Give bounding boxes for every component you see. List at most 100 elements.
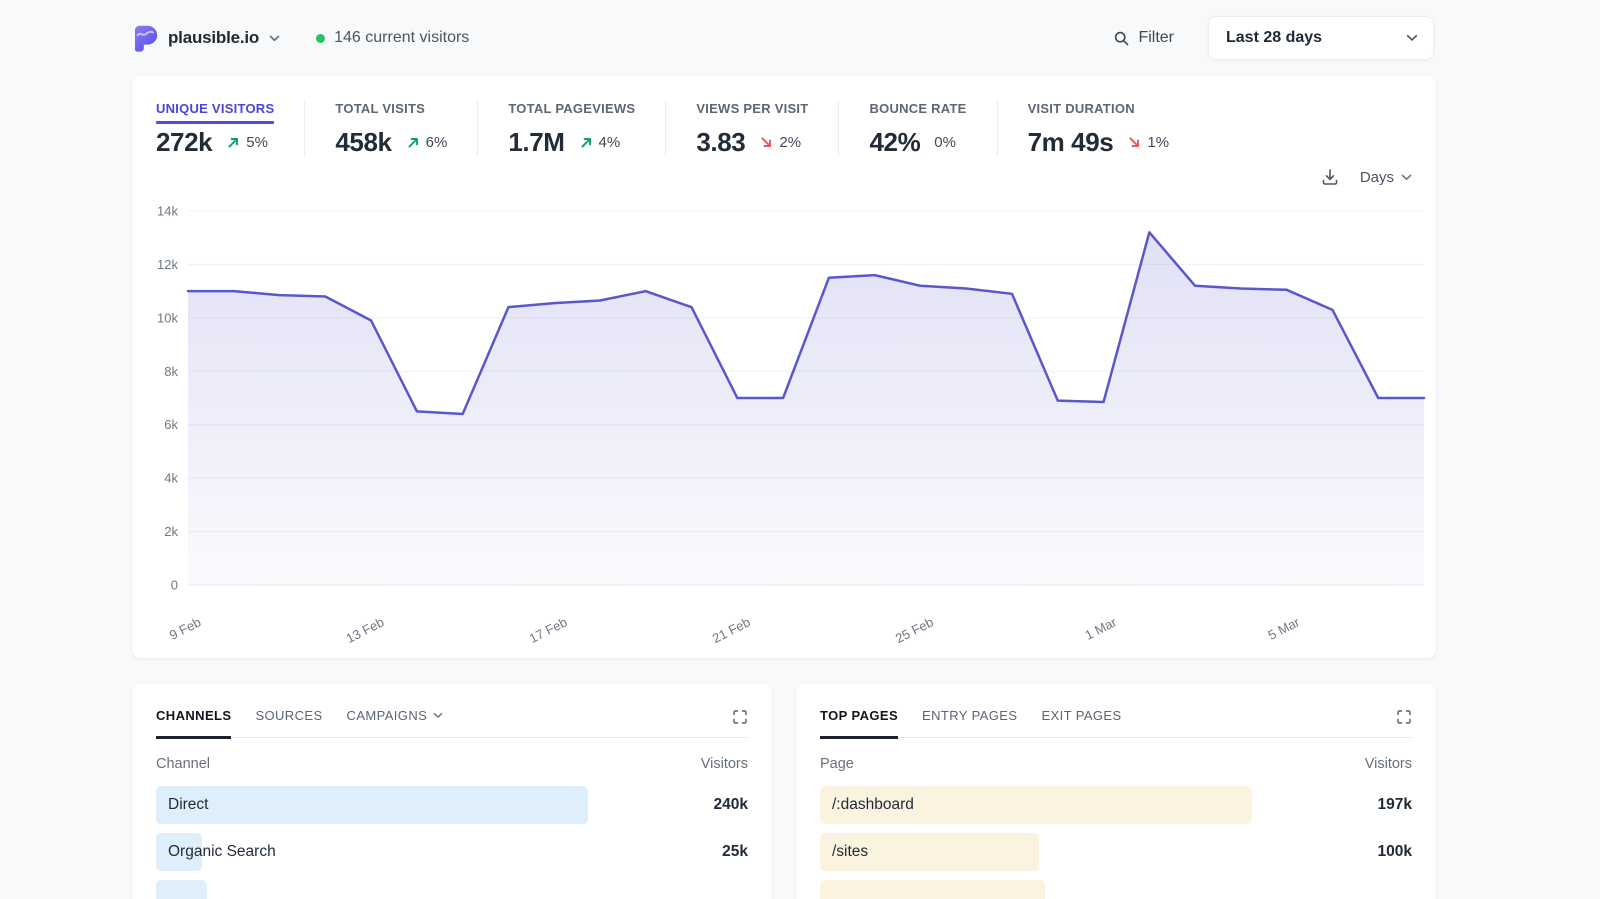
plausible-logo-icon (134, 25, 158, 52)
pages-table: /:dashboard 197k /sites 100k (820, 786, 1412, 899)
x-tick-label: 5 Mar (1266, 614, 1303, 643)
stat-value: 42% (869, 126, 921, 157)
x-tick-label: 17 Feb (527, 614, 570, 645)
date-range-select[interactable]: Last 28 days (1208, 16, 1434, 60)
row-bar (156, 833, 203, 871)
dashboard-page: plausible.io 146 current visitors Filter… (132, 16, 1436, 899)
table-row[interactable]: Organic Search 25k (156, 833, 748, 871)
current-visitors-label: 146 current visitors (334, 29, 470, 46)
y-tick-label: 8k (164, 364, 178, 379)
pages-tabs: TOP PAGES ENTRY PAGES EXIT PAGES (820, 708, 1412, 739)
channels-table: Direct 240k Organic Search 25k (156, 786, 748, 899)
y-tick-label: 0 (171, 578, 178, 593)
tab-sources[interactable]: SOURCES (255, 708, 322, 739)
site-picker[interactable]: plausible.io (134, 25, 280, 52)
tab-top-pages[interactable]: TOP PAGES (820, 708, 899, 739)
channels-table-header: Channel Visitors (156, 756, 748, 772)
interval-select[interactable]: Days (1360, 169, 1412, 186)
table-row[interactable]: /:dashboard 197k (820, 786, 1412, 824)
stat-change-pct: 0% (934, 133, 956, 151)
chart-controls: Days (156, 165, 1412, 189)
table-row[interactable]: /sites 100k (820, 833, 1412, 871)
stat-change: 0% (934, 134, 956, 151)
table-row-partial[interactable] (156, 880, 748, 899)
stat-label: BOUNCE RATE (869, 101, 967, 116)
stat-bounce-rate[interactable]: BOUNCE RATE 42% 0% (838, 101, 996, 157)
column-header: Visitors (1364, 756, 1412, 772)
expand-icon[interactable] (1396, 709, 1412, 737)
stat-label: VISIT DURATION (1027, 101, 1135, 116)
channels-card: CHANNELS SOURCES CAMPAIGNS Channel Visit… (132, 684, 772, 899)
stat-change-pct: 4% (598, 133, 621, 151)
stat-visit-duration[interactable]: VISIT DURATION 7m 49s 1% (996, 101, 1199, 157)
filter-button[interactable]: Filter (1113, 29, 1174, 47)
stat-value: 3.83 (696, 126, 746, 157)
stat-views-per-visit[interactable]: VIEWS PER VISIT 3.83 2% (665, 101, 838, 157)
stat-change: 4% (579, 133, 621, 151)
stat-total-pageviews[interactable]: TOTAL PAGEVIEWS 1.7M 4% (477, 101, 665, 157)
row-bar (820, 786, 1253, 824)
stat-value: 1.7M (508, 126, 565, 157)
stat-change-pct: 6% (425, 133, 448, 151)
stat-value: 7m 49s (1027, 126, 1114, 157)
chevron-down-icon (269, 35, 280, 42)
column-header: Channel (156, 756, 211, 772)
stat-change-pct: 5% (246, 133, 268, 151)
x-tick-label: 9 Feb (167, 614, 203, 642)
stat-value: 458k (335, 126, 392, 157)
chart-area (188, 232, 1424, 585)
row-name[interactable]: Direct (168, 796, 209, 813)
row-value: 100k (1377, 843, 1412, 860)
breakdown-section: CHANNELS SOURCES CAMPAIGNS Channel Visit… (132, 684, 1436, 899)
table-row-partial[interactable] (820, 880, 1412, 899)
table-row[interactable]: Direct 240k (156, 786, 748, 824)
stat-change: 2% (759, 134, 801, 151)
stat-change: 6% (406, 133, 448, 151)
chart-line[interactable] (186, 231, 1426, 416)
tab-entry-pages[interactable]: ENTRY PAGES (922, 708, 1017, 739)
stats-row: UNIQUE VISITORS 272k 5% TOTAL VISITS 458… (156, 101, 1412, 157)
download-button[interactable] (1320, 167, 1340, 187)
tab-exit-pages[interactable]: EXIT PAGES (1041, 708, 1121, 739)
row-value: 197k (1377, 796, 1412, 813)
pages-card: TOP PAGES ENTRY PAGES EXIT PAGES Page Vi… (796, 684, 1436, 899)
column-header: Page (820, 756, 854, 772)
chevron-down-icon (1401, 174, 1412, 181)
trend-up-icon (580, 137, 591, 148)
y-tick-label: 14k (157, 204, 178, 219)
stat-change-pct: 1% (1147, 133, 1170, 151)
y-tick-label: 10k (157, 310, 178, 325)
chevron-down-icon (1406, 34, 1418, 42)
x-tick-label: 13 Feb (344, 614, 387, 645)
x-tick-label: 25 Feb (893, 614, 936, 645)
row-bar (820, 833, 1040, 871)
expand-icon[interactable] (732, 709, 748, 737)
live-dot-icon (316, 33, 326, 43)
trend-up-icon (408, 137, 418, 148)
row-name[interactable]: Organic Search (168, 843, 276, 860)
stat-label: TOTAL PAGEVIEWS (508, 101, 636, 116)
filter-label: Filter (1138, 29, 1174, 46)
stat-total-visits[interactable]: TOTAL VISITS 458k 6% (304, 101, 477, 157)
row-value: 25k (722, 843, 748, 860)
tab-campaigns[interactable]: CAMPAIGNS (347, 708, 444, 739)
y-tick-label: 2k (164, 524, 178, 539)
top-bar: plausible.io 146 current visitors Filter… (132, 16, 1436, 60)
stat-unique-visitors[interactable]: UNIQUE VISITORS 272k 5% (156, 101, 304, 157)
tab-channels[interactable]: CHANNELS (156, 708, 232, 739)
row-name[interactable]: /:dashboard (832, 796, 914, 813)
y-tick-label: 4k (164, 471, 178, 486)
pages-table-header: Page Visitors (820, 756, 1412, 772)
row-name[interactable]: /sites (832, 843, 869, 860)
search-icon (1113, 30, 1130, 47)
row-value: 240k (713, 796, 748, 813)
row-bar (156, 786, 589, 824)
stat-label: VIEWS PER VISIT (696, 101, 809, 116)
visitors-chart[interactable]: 0 2k 4k 6k 8k 10k 12k 14k 9 Feb 13 Feb 17 Feb 21 Fe… (148, 195, 1428, 645)
current-visitors: 146 current visitors (316, 29, 469, 47)
trend-down-icon (761, 136, 772, 147)
visitors-panel: UNIQUE VISITORS 272k 5% TOTAL VISITS 458… (132, 76, 1436, 658)
chevron-down-icon (433, 712, 443, 718)
stat-change: 1% (1127, 134, 1169, 151)
date-range-value: Last 28 days (1226, 29, 1323, 46)
